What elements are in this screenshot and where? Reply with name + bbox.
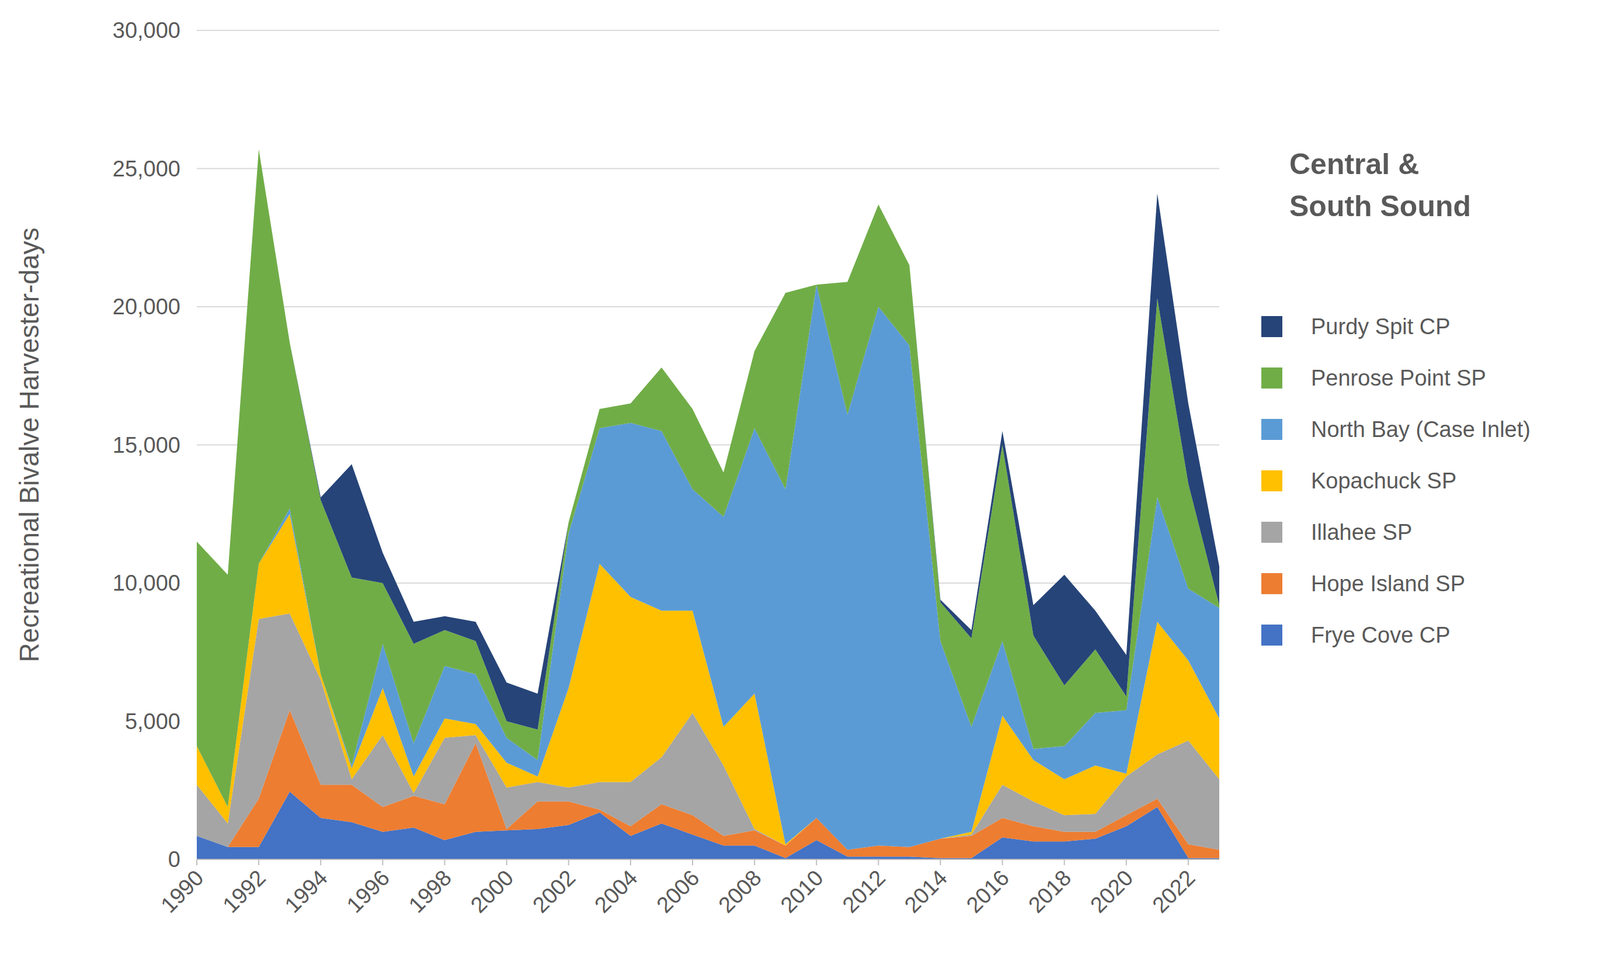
legend-swatch	[1261, 470, 1283, 492]
x-tick	[381, 858, 384, 865]
x-tick-label: 2002	[527, 864, 580, 917]
x-tick	[196, 858, 198, 865]
y-axis-label: Recreational Bivalve Harvester-days	[14, 227, 45, 663]
legend-label: Penrose Point SP	[1310, 365, 1487, 391]
x-tick	[815, 858, 817, 865]
y-tick-label: 15,000	[112, 432, 181, 458]
legend-swatch	[1261, 572, 1283, 594]
x-tick-label: 2016	[961, 864, 1014, 917]
grid-line	[196, 29, 1220, 31]
x-tick	[506, 858, 508, 865]
x-tick	[691, 858, 694, 865]
areas	[196, 148, 1220, 859]
x-tick	[1002, 858, 1004, 865]
chart: 0 5,000 10,000 15,000 20,000 25,000 30,000 1990…	[0, 0, 1600, 964]
x-tick-label: 2018	[1023, 864, 1076, 917]
x-tick-label: 2000	[465, 864, 518, 917]
legend-swatch	[1261, 367, 1283, 389]
legend-label: Hope Island SP	[1310, 571, 1466, 596]
y-tick-label: 10,000	[112, 570, 181, 596]
x-tick-label: 2008	[713, 864, 766, 917]
x-axis	[196, 858, 1220, 860]
x-tick	[258, 858, 260, 865]
x-tick	[1063, 858, 1066, 865]
y-tick-label: 25,000	[112, 156, 181, 182]
grid-line	[196, 168, 1220, 170]
x-tick	[1187, 858, 1189, 865]
x-tick-label: 2012	[837, 864, 890, 917]
grid-line	[196, 305, 1220, 308]
y-tick-label: 5,000	[124, 708, 181, 734]
legend-label: Frye Cove CP	[1310, 622, 1451, 648]
area	[196, 148, 1220, 729]
legend-label: Kopachuck SP	[1310, 468, 1457, 493]
area	[196, 148, 1220, 807]
x-tick-label: 1994	[279, 864, 332, 917]
legend-swatch	[1261, 521, 1283, 543]
x-tick	[443, 858, 445, 865]
x-tick-label: 1996	[342, 864, 395, 917]
x-tick-label: 1990	[155, 864, 208, 917]
legend-swatch	[1261, 418, 1283, 440]
x-tick	[320, 858, 322, 865]
x-tick-label: 2006	[651, 864, 704, 917]
x-tick	[1125, 858, 1128, 865]
x-tick-label: 2010	[775, 864, 828, 917]
legend-swatch	[1261, 624, 1283, 646]
legend-label: Illahee SP	[1310, 519, 1412, 545]
y-tick-label: 30,000	[112, 18, 181, 43]
x-tick-label: 1998	[404, 864, 457, 917]
legend-label: North Bay (Case Inlet)	[1310, 416, 1531, 442]
legend-label: Purdy Spit CP	[1310, 314, 1451, 339]
x-tick-label: 2014	[899, 864, 952, 917]
x-tick	[753, 858, 756, 865]
x-tick-label: 2004	[589, 864, 642, 917]
x-tick	[877, 858, 879, 865]
x-tick-label: 2022	[1147, 864, 1200, 917]
grid-line	[196, 858, 1220, 860]
legend-swatch	[1261, 315, 1283, 337]
y-tick-label: 20,000	[112, 294, 181, 319]
x-tick	[630, 858, 632, 865]
x-tick	[568, 858, 570, 865]
x-tick-label: 2020	[1085, 864, 1138, 917]
x-tick-label: 1992	[217, 864, 270, 917]
y-tick-label: 0	[168, 846, 181, 872]
legend-title: Central & South Sound	[1289, 143, 1488, 228]
x-tick	[939, 858, 941, 865]
